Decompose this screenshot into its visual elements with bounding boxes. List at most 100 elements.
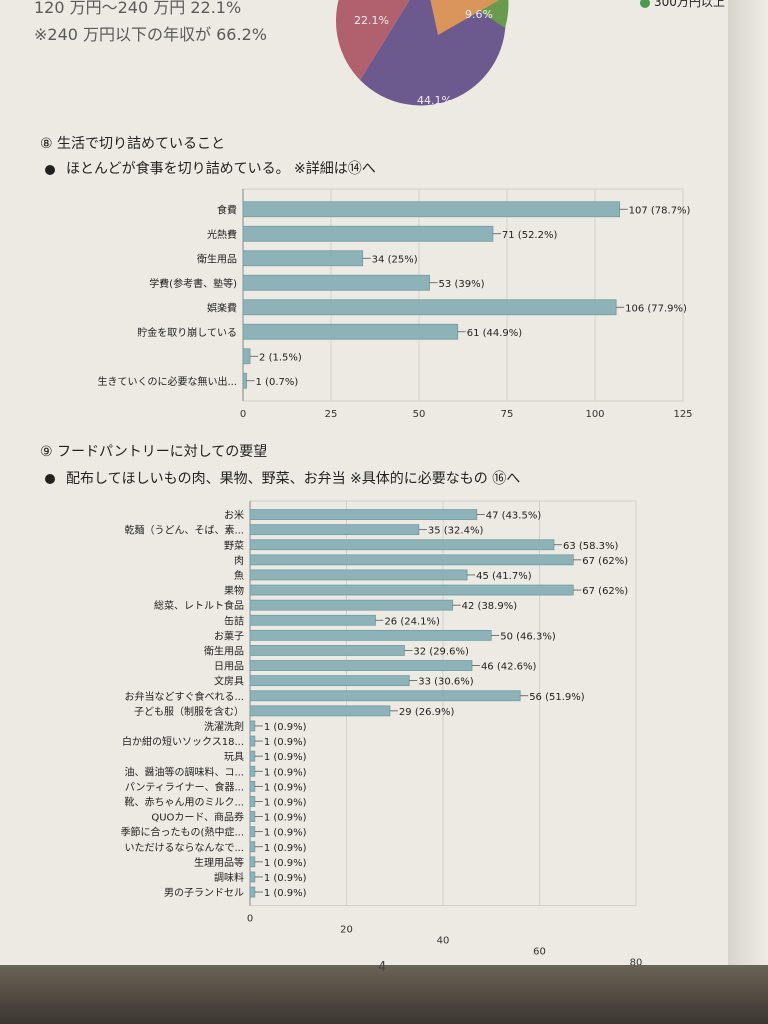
data-label: 1 (0.9%) [264,858,307,869]
pie-label-red: 22.1% [354,14,389,27]
data-label: 107 (78.7%) [629,205,691,216]
bar [249,614,376,626]
bar [249,599,454,611]
bullet-icon [45,474,55,484]
data-label: 42 (38.9%) [462,601,518,612]
bar [249,811,256,822]
data-label: 1 (0.9%) [264,737,307,748]
bar [249,675,410,687]
data-label: 45 (41.7%) [476,571,532,582]
data-label: 1 (0.9%) [264,752,307,763]
data-label: 1 (0.9%) [264,797,307,808]
bar [249,660,473,671]
bar [242,348,251,365]
bar [249,750,256,762]
data-label: 26 (24.1%) [384,616,440,627]
data-label: 1 (0.9%) [264,722,307,733]
bar [242,323,459,340]
bar [249,690,521,702]
pie-slice-red [336,0,410,80]
category-label: 学費(参考書、塾等) [149,277,237,290]
data-label: 34 (25%) [372,254,418,265]
bar [249,720,256,732]
x-tick-label: 125 [673,409,692,420]
data-label: 47 (43.5%) [486,511,542,522]
data-label: 29 (26.9%) [399,707,455,718]
data-label: 1 (0.7%) [256,377,299,388]
data-label: 32 (29.6%) [413,646,469,657]
bar [242,201,621,218]
category-label: 生理用品等 [194,856,244,869]
category-label: 文房具 [214,675,244,688]
bar [249,871,256,883]
bar [249,886,256,898]
category-label: 肉 [234,554,244,567]
data-label: 1 (0.9%) [264,767,307,778]
pie-label-purple: 44.1% [417,94,452,107]
pie-slice-purple [360,0,506,106]
bar [242,250,364,267]
category-label: 果物 [224,584,244,597]
plot-frame [242,188,684,402]
x-tick-label: 0 [247,914,253,925]
section9-title: ⑨ フードパントリーに対しての要望 [40,444,268,460]
category-label: お菓子 [214,630,244,642]
bar [249,841,256,853]
x-tick-label: 80 [630,958,643,965]
section9-note: 配布してほしいもの肉、果物、野菜、お弁当 ※具体的に必要なもの ⑯へ [66,471,521,487]
data-label: 50 (46.3%) [500,631,556,642]
bar [242,372,247,389]
category-label: 食費 [217,203,237,216]
data-label: 63 (58.3%) [563,541,619,552]
category-label: 油、醤油等の調味料、コ... [124,765,244,778]
category-label: 衛生用品 [204,644,244,657]
next-page-edge [728,0,768,1024]
section8-title: ⑧ 生活で切り詰めていること [40,136,226,152]
category-label: 白か紺の短いソックス18... [122,735,244,748]
bar [242,299,617,316]
bar [249,735,256,747]
data-label: 67 (62%) [582,586,628,597]
page-number: 4 [378,960,387,975]
category-label: 男の子ランドセル [164,887,244,899]
x-tick-label: 60 [533,947,546,958]
data-label: 46 (42.6%) [481,662,537,673]
data-label: 1 (0.9%) [264,828,307,839]
category-label: QUOカード、商品券 [151,811,244,824]
bar [242,225,494,242]
category-label: 魚 [234,569,244,582]
data-label: 35 (32.4%) [428,526,484,537]
data-label: 1 (0.9%) [264,888,307,899]
bar [249,509,478,520]
table-surface [0,965,768,1024]
bar [249,569,468,581]
category-label: 生きていくのに必要な無い出... [97,375,237,388]
x-tick-label: 50 [413,409,426,420]
data-label: 1 (0.9%) [264,813,307,824]
bar [249,765,256,777]
bar [249,629,492,641]
x-tick-label: 0 [240,409,246,420]
category-label: 玩具 [224,751,244,763]
category-label: 貯金を取り崩している [137,326,237,339]
bar [242,274,430,291]
x-tick-label: 20 [340,925,353,936]
bar [249,645,405,656]
category-label: 日用品 [214,661,244,673]
x-tick-label: 75 [501,409,514,420]
pie-slice-orange [430,0,500,35]
bar [249,554,574,566]
x-tick-label: 100 [585,409,604,420]
bar [249,539,555,551]
income-summary: ※240 万円以下の年収が 66.2% [34,25,267,44]
category-label: 野菜 [224,540,244,552]
data-label: 1 (0.9%) [264,782,307,793]
bar [249,826,256,838]
data-label: 1 (0.9%) [264,843,307,854]
category-label: 調味料 [214,871,244,884]
section8-note: ほとんどが食事を切り詰めている。 ※詳細は⑭へ [66,161,376,177]
category-label: 子ども服（制服を含む） [134,705,244,718]
pie-label-green: 9.6% [465,8,493,21]
data-label: 71 (52.2%) [502,230,558,241]
